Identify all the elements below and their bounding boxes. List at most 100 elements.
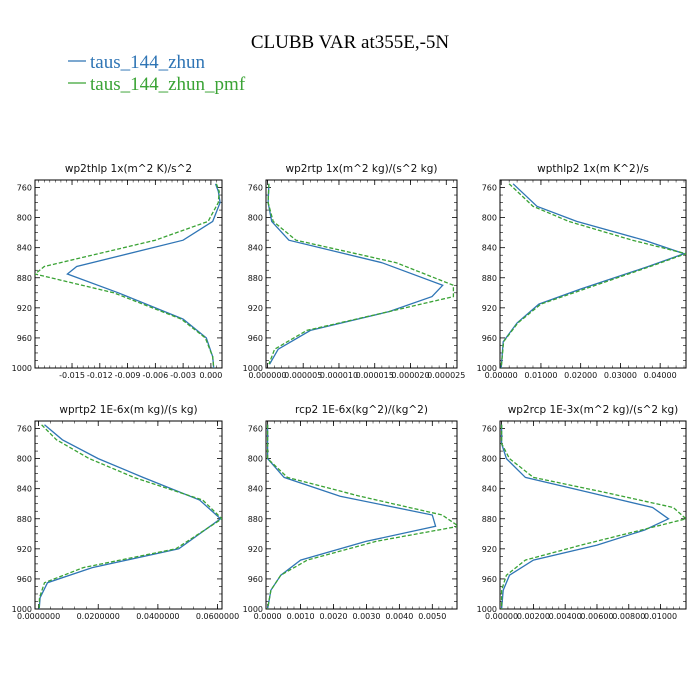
x-tick-label: 0.01000 [524, 371, 557, 380]
x-tick-label: -0.015 [59, 371, 85, 380]
y-tick-label: 840 [17, 485, 32, 494]
y-tick-label: 800 [248, 455, 263, 464]
panel-6: wp2rcp 1E-3x(m^2 kg)/(s^2 kg) 760 800 840 88… [477, 404, 687, 621]
series-line-2 [500, 183, 686, 368]
x-tick-label: 0.0020 [320, 612, 348, 621]
x-tick-label: 0.000015 [356, 371, 394, 380]
x-tick-label: 0.0040 [385, 612, 413, 621]
y-tick-label: 800 [482, 455, 497, 464]
y-tick-label: 840 [482, 485, 497, 494]
y-tick-label: 960 [482, 334, 497, 343]
y-tick-label: 1000 [12, 605, 32, 614]
y-tick-label: 800 [17, 455, 32, 464]
y-tick-label: 880 [482, 274, 497, 283]
x-tick-label: 0.00000 [485, 371, 518, 380]
x-tick-label: 0.01000 [644, 612, 677, 621]
plot-frame [34, 420, 223, 610]
y-tick-label: 760 [482, 184, 497, 193]
series-line-1 [500, 424, 670, 609]
x-tick-label: 0.00600 [580, 612, 613, 621]
x-tick-label: 0.0030 [352, 612, 380, 621]
series-line-1 [66, 183, 221, 368]
panel-3: wpthlp2 1x(m K^2)/s 760 800 840 880 920 960 100… [477, 163, 687, 380]
series-line-1 [500, 183, 686, 368]
y-tick-label: 880 [17, 274, 32, 283]
x-tick-label: -0.012 [87, 371, 113, 380]
x-tick-label: 0.000 [199, 371, 222, 380]
x-tick-label: 0.00800 [612, 612, 645, 621]
y-tick-label: 760 [17, 425, 32, 434]
legend: taus_144_zhun taus_144_zhun_pmf [68, 52, 246, 95]
y-tick-label: 880 [17, 515, 32, 524]
y-tick-label: 800 [17, 214, 32, 223]
y-tick-label: 920 [17, 304, 32, 313]
series-line-2 [38, 424, 222, 609]
series-line-2 [266, 424, 457, 609]
x-tick-label: 0.00000 [485, 612, 518, 621]
y-tick-label: 920 [482, 545, 497, 554]
y-tick-label: 960 [482, 575, 497, 584]
series-line-2 [500, 424, 686, 609]
y-tick-label: 920 [482, 304, 497, 313]
y-tick-label: 880 [248, 515, 263, 524]
series-line-2 [35, 183, 220, 368]
panel-title: wpthlp2 1x(m K^2)/s [537, 163, 649, 175]
plot-frame [265, 179, 458, 369]
y-tick-label: 960 [248, 334, 263, 343]
y-tick-label: 760 [17, 184, 32, 193]
x-tick-label: 0.00400 [549, 612, 582, 621]
series-line-1 [38, 424, 222, 609]
panel-title: wp2thlp 1x(m^2 K)/s^2 [65, 163, 192, 175]
panels: wp2thlp 1x(m^2 K)/s^2 760 800 840 880 920 960 1… [12, 163, 687, 621]
y-tick-label: 1000 [477, 364, 497, 373]
x-tick-label: 0.0600000 [196, 612, 239, 621]
x-tick-label: 0.000010 [320, 371, 358, 380]
x-tick-label: 0.0200000 [77, 612, 120, 621]
series-line-1 [267, 183, 444, 365]
panel-4: wprtp2 1E-6x(m kg)/(s kg) 760 800 840 880 920… [12, 404, 240, 621]
panel-1: wp2thlp 1x(m^2 K)/s^2 760 800 840 880 920 960 1… [12, 163, 223, 380]
y-tick-label: 840 [248, 485, 263, 494]
x-tick-label: 0.04000 [644, 371, 677, 380]
panel-2: wp2rtp 1x(m^2 kg)/(s^2 kg) 760 800 840 880 92… [243, 163, 466, 380]
panel-5: rcp2 1E-6x(kg^2)/(kg^2) 760 800 840 880 920 96… [243, 404, 458, 621]
x-tick-label: 0.000000 [248, 371, 286, 380]
y-tick-label: 960 [17, 575, 32, 584]
legend-label-2: taus_144_zhun_pmf [90, 74, 246, 95]
y-tick-label: 840 [248, 244, 263, 253]
plot-frame [499, 179, 687, 369]
x-tick-label: 0.0000 [254, 612, 282, 621]
x-tick-label: -0.006 [142, 371, 168, 380]
x-tick-label: 0.03000 [604, 371, 637, 380]
x-tick-label: 0.0000000 [17, 612, 60, 621]
plot-frame [34, 179, 223, 369]
series-line-2 [267, 183, 455, 365]
y-tick-label: 960 [17, 334, 32, 343]
y-tick-label: 1000 [477, 605, 497, 614]
y-tick-label: 840 [482, 244, 497, 253]
y-tick-label: 920 [17, 545, 32, 554]
y-tick-label: 1000 [12, 364, 32, 373]
y-tick-label: 920 [248, 545, 263, 554]
panel-title: wp2rtp 1x(m^2 kg)/(s^2 kg) [285, 163, 437, 175]
y-tick-label: 760 [248, 184, 263, 193]
plot-frame [499, 420, 687, 610]
x-tick-label: -0.009 [115, 371, 141, 380]
y-tick-label: 1000 [243, 364, 263, 373]
y-tick-label: 800 [482, 214, 497, 223]
y-tick-label: 960 [248, 575, 263, 584]
x-tick-label: 0.00200 [517, 612, 550, 621]
y-tick-label: 1000 [243, 605, 263, 614]
x-tick-label: 0.0010 [287, 612, 315, 621]
y-tick-label: 800 [248, 214, 263, 223]
x-tick-label: -0.003 [170, 371, 196, 380]
y-tick-label: 880 [248, 274, 263, 283]
y-tick-label: 920 [248, 304, 263, 313]
y-tick-label: 840 [17, 244, 32, 253]
series-line-1 [266, 424, 437, 609]
x-tick-label: 0.000025 [427, 371, 465, 380]
x-tick-label: 0.0050 [418, 612, 446, 621]
plot-frame [265, 420, 458, 610]
figure-title: CLUBB VAR at355E,-5N [251, 32, 450, 53]
